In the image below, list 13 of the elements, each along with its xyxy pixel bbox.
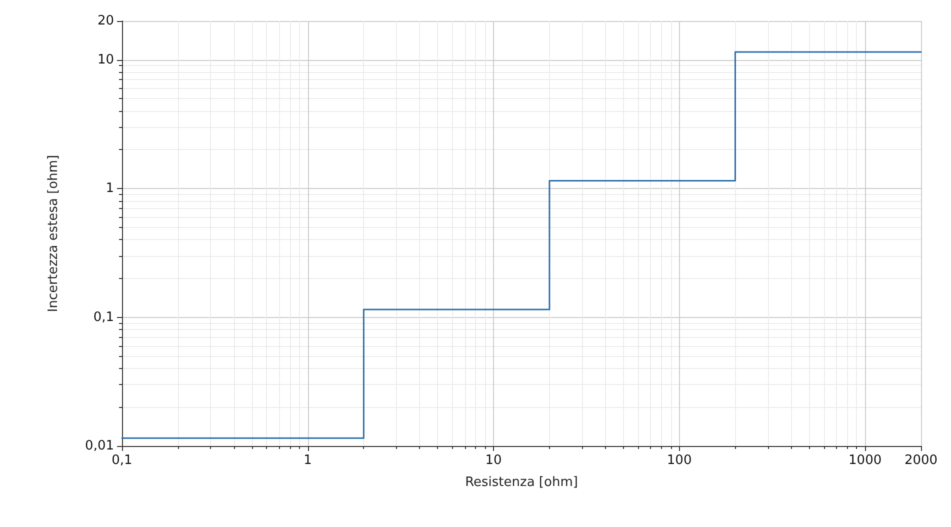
y-tick-label: 20 — [97, 14, 114, 28]
x-tick-label: 0,1 — [112, 453, 132, 468]
x-tick-label: 100 — [666, 453, 692, 468]
x-tick-label: 10 — [485, 453, 502, 468]
x-tick-label: 2000 — [904, 453, 938, 468]
x-axis-title: Resistenza [ohm] — [465, 475, 578, 490]
x-tick-label: 1 — [304, 453, 312, 468]
y-tick-label: 0,01 — [85, 438, 114, 454]
x-tick-label: 1000 — [848, 453, 882, 468]
y-tick-label: 0,1 — [93, 310, 114, 325]
y-tick-label: 10 — [97, 52, 114, 68]
y-tick-label: 1 — [106, 181, 114, 196]
y-axis-title: Incertezza estesa [ohm] — [46, 154, 61, 312]
